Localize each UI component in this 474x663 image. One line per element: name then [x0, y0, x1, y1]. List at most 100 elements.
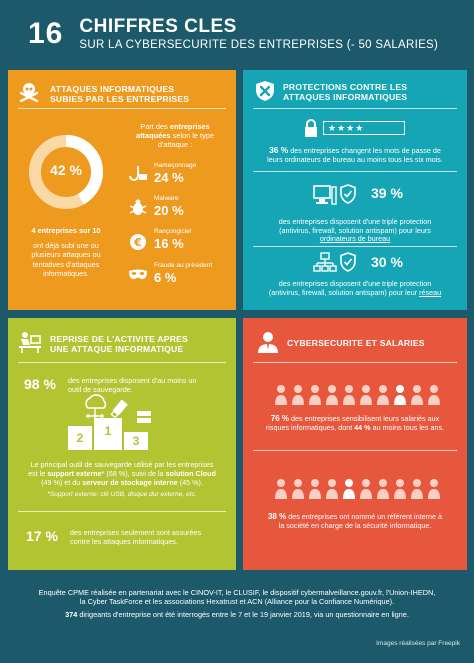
- employee-icon: [258, 332, 278, 353]
- people-row-1: [275, 385, 440, 405]
- employees-panel: CYBERSECURITE ET SALARIES 76 % des entre…: [243, 318, 467, 570]
- protections-s3-line1: des entreprises disposent d'une triple p…: [278, 279, 432, 288]
- recovery-s1-line1: des entreprises disposent d'au moins un: [68, 376, 197, 385]
- attacks-panel: ATTAQUES INFORMATIQUES SUBIES PAR LES EN…: [8, 70, 236, 310]
- attack-type-value-3: 6 %: [154, 270, 177, 285]
- recovery-panel: REPRISE DE L'ACTIVITE APRES UNE ATTAQUE …: [8, 318, 236, 570]
- protections-s2-line2: (antivirus, firewall, solution antispam)…: [279, 225, 431, 235]
- footer: Enquête CPME réalisée en partenariat ave…: [0, 580, 474, 663]
- person-icon: [309, 479, 321, 499]
- attacks-intro-b: entreprises: [169, 122, 210, 131]
- person-icon: [411, 479, 423, 499]
- donut-chart: [29, 135, 103, 209]
- people-row-2: [275, 479, 440, 499]
- person-icon: [326, 479, 338, 499]
- svg-text:€: €: [133, 236, 142, 249]
- protections-divider-2: [253, 246, 457, 247]
- protections-title-divider: [253, 108, 457, 109]
- header: 16 CHIFFRES CLES SUR LA CYBERSECURITE DE…: [6, 6, 468, 62]
- recovery-divider: [18, 511, 226, 512]
- image-credit: Images réalisées par Freepik: [376, 640, 460, 647]
- person-icon: [292, 479, 304, 499]
- serveur-stockage-text: serveur de stockage interne: [82, 478, 178, 487]
- attack-type-label-3: Fraude au président: [154, 262, 213, 269]
- person-icon: [275, 385, 287, 405]
- attacks-title-line2: SUBIES PAR LES ENTREPRISES: [50, 94, 190, 104]
- attacks-intro-a: Part des: [140, 122, 170, 131]
- podium-step-1: 1: [94, 418, 122, 450]
- attacks-stat-line1: ont déjà subi une ou: [33, 241, 99, 251]
- person-icon: [343, 479, 355, 499]
- attack-type-value-2: 16 %: [154, 236, 184, 251]
- protections-title-line2: ATTAQUES INFORMATIQUES: [283, 92, 408, 102]
- person-icon: [343, 385, 355, 405]
- person-icon: [394, 479, 406, 499]
- cloud-icon: [85, 394, 107, 418]
- shield-check-icon: [340, 184, 356, 204]
- person-icon: [292, 385, 304, 405]
- person-icon: [275, 479, 287, 499]
- attack-type-value-0: 24 %: [154, 170, 184, 185]
- podium-step-2: 2: [68, 426, 92, 450]
- attacks-stat-bold: 4 entreprises sur 10: [31, 226, 101, 235]
- employees-s1-sub-pct: 44 %: [354, 423, 371, 432]
- ransom-icon: €: [130, 234, 146, 250]
- recovery-title-divider: [18, 362, 226, 363]
- password-mask: ★★★★: [328, 123, 365, 133]
- usb-drive-icon: [110, 399, 128, 419]
- bug-icon: [129, 199, 147, 215]
- person-icon: [428, 479, 440, 499]
- podium-step-3: 3: [124, 432, 148, 450]
- header-subtitle: SUR LA CYBERSECURITE DES ENTREPRISES (- …: [79, 39, 439, 51]
- protections-s2-line1: des entreprises disposent d'une triple p…: [278, 217, 432, 226]
- employees-s2-pct: 38 %: [267, 512, 287, 521]
- password-field: ★★★★: [323, 121, 405, 135]
- person-icon: [360, 479, 372, 499]
- protections-s1-line2: leurs ordinateurs de bureau au moins tou…: [267, 154, 443, 164]
- attacks-stat-line4: informatiques.: [43, 268, 89, 278]
- attacks-stat-line3: tentatives d'attaques: [32, 259, 100, 269]
- protections-s1-line1: des entreprises changent les mots de pas…: [288, 146, 441, 155]
- attack-type-label-0: Hameçonnage: [154, 162, 197, 169]
- attacks-title-divider: [18, 108, 226, 109]
- protections-s2-pct: 39 %: [371, 185, 403, 201]
- donut-arc: [29, 135, 103, 209]
- employees-divider: [253, 450, 457, 451]
- network-icon: [313, 252, 337, 272]
- recovery-title-line1: REPRISE DE L'ACTIVITE APRES: [50, 334, 188, 344]
- recovery-note: *Support externe: clé USB, disque dur ex…: [47, 491, 197, 498]
- person-icon: [360, 385, 372, 405]
- support-externe-text: support externe: [47, 469, 102, 478]
- attacks-stat-line2: plusieurs attaques ou: [31, 250, 101, 260]
- shield-cross-icon: [256, 81, 274, 101]
- recovery-s2-line1: Le principal outil de sauvegarde utilisé…: [30, 460, 214, 469]
- recovery-s3-line2: contre les attaques informatiques.: [70, 537, 178, 546]
- person-icon: [394, 385, 406, 405]
- fishing-hook-icon: [129, 166, 147, 181]
- person-icon: [411, 385, 423, 405]
- shield-check-icon: [340, 252, 356, 272]
- footer-respondents: 374: [65, 610, 78, 619]
- person-icon: [309, 385, 321, 405]
- protections-divider-1: [253, 171, 457, 172]
- desktop-computer-icon: [313, 185, 337, 205]
- server-icon: [137, 411, 151, 423]
- donut-label: 42 %: [50, 162, 82, 178]
- attack-type-label-1: Malware: [154, 195, 179, 202]
- header-number: 16: [28, 17, 64, 50]
- header-title: CHIFFRES CLES: [79, 16, 237, 37]
- protections-s1-pct: 36 %: [269, 145, 289, 155]
- recovery-s3-pct: 17 %: [26, 528, 58, 544]
- employees-s1-pct: 76 %: [270, 414, 289, 423]
- footer-line1: Enquête CPME réalisée en partenariat ave…: [38, 588, 436, 597]
- recovery-title-line2: UNE ATTAQUE INFORMATIQUE: [50, 344, 184, 354]
- employees-title: CYBERSECURITE ET SALARIES: [287, 338, 425, 348]
- footer-line3: dirigeants d'entreprise ont été interrog…: [77, 610, 409, 619]
- skull-crossbones-icon: [19, 83, 39, 102]
- attack-type-label-2: Rançongiciel: [154, 228, 192, 235]
- attacks-title-line1: ATTAQUES INFORMATIQUES: [50, 84, 175, 94]
- employees-title-divider: [253, 362, 457, 363]
- padlock-icon: [305, 119, 317, 137]
- person-icon: [326, 385, 338, 405]
